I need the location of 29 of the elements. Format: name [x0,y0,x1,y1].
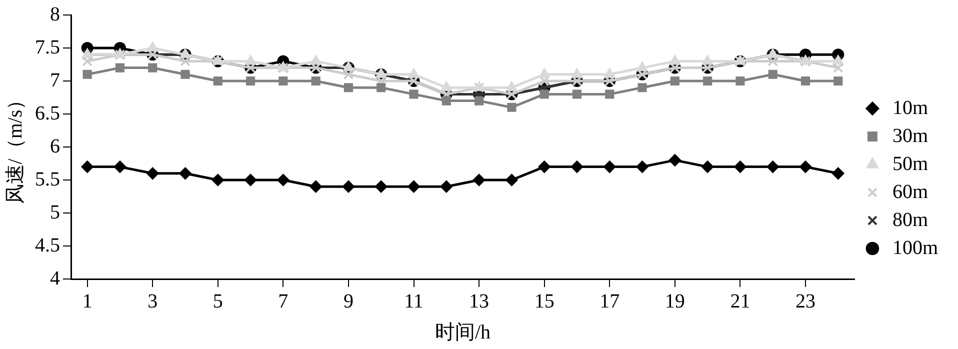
y-tick-label: 7.5 [35,36,60,58]
x-tick-label: 15 [534,290,554,312]
legend-label: 80m [892,208,928,231]
x-tick-label: 5 [212,290,223,312]
y-tick-label: 6.5 [35,102,60,124]
x-tick-label: 3 [148,290,158,312]
y-tick-label: 4.5 [35,234,60,256]
y-tick-label: 6 [50,135,60,158]
x-tick-label: 13 [469,290,490,312]
x-tick-label: 19 [664,290,685,312]
y-axis-title: 风速/（m/s） [4,90,26,204]
x-tick-label: 23 [795,290,816,312]
legend-label: 100m [892,236,938,259]
x-tick-label: 7 [278,290,288,312]
y-tick-label: 7 [50,69,60,92]
legend-label: 10m [892,96,928,119]
y-tick-label: 8 [50,3,60,26]
x-tick-label: 1 [82,290,92,312]
y-tick-label: 5 [50,201,60,224]
y-tick-label: 5.5 [35,168,60,190]
x-tick-label: 11 [404,290,424,312]
legend-label: 50m [892,152,928,175]
legend-label: 60m [892,180,928,203]
x-tick-label: 17 [600,290,620,312]
legend-label: 30m [892,124,928,147]
x-tick-label: 21 [730,290,750,312]
x-axis-title: 时间/h [434,321,491,344]
y-tick-label: 4 [50,267,60,290]
x-tick-label: 9 [343,290,354,312]
